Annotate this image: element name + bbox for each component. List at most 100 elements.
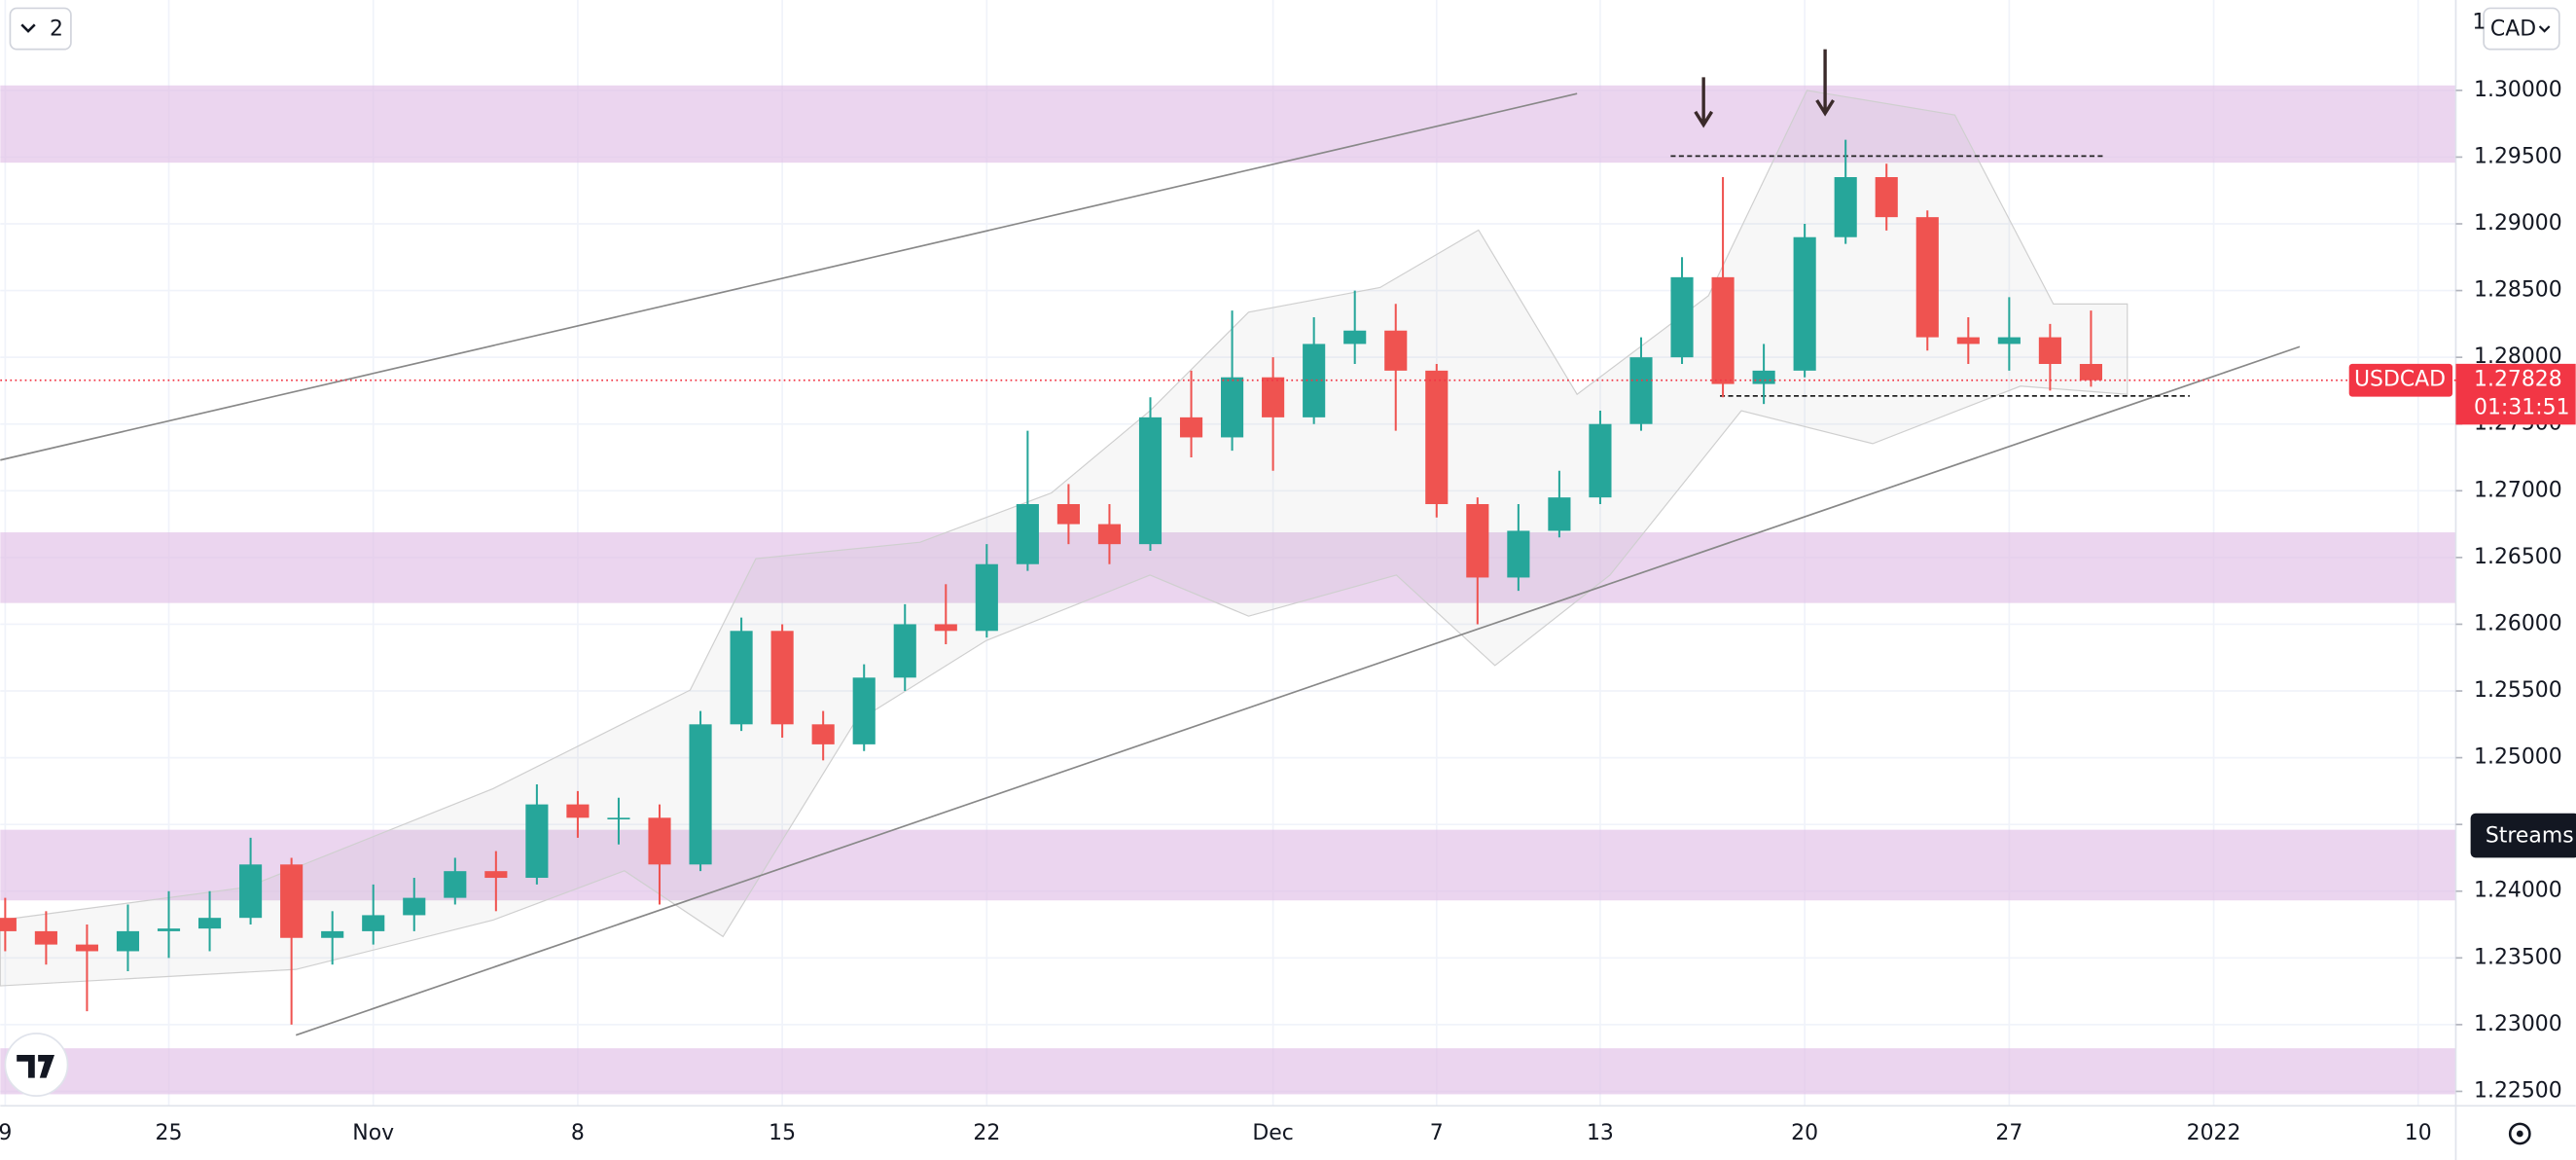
- candle-body: [2079, 364, 2102, 381]
- interval-button[interactable]: [9, 7, 72, 51]
- countdown-label: 01:31:51: [2474, 395, 2570, 419]
- candle-body: [75, 944, 98, 952]
- logo[interactable]: [4, 1033, 69, 1097]
- resistance-zone: [0, 85, 2456, 163]
- axes: 1.225001.230001.235001.240001.245001.250…: [0, 78, 2562, 1145]
- candle-body: [1956, 337, 1980, 344]
- settings-icon-core: [2516, 1130, 2523, 1138]
- candle-body: [1303, 344, 1326, 417]
- trend-line: [0, 92, 1578, 461]
- candle-body: [607, 817, 630, 820]
- x-tick-label: 27: [1995, 1121, 2022, 1145]
- candle-body: [1221, 377, 1244, 438]
- candle-body: [1834, 176, 1857, 237]
- trend-line: [295, 345, 2301, 1036]
- price-label: 1.27828: [2474, 368, 2562, 392]
- x-tick-label: 15: [769, 1121, 796, 1145]
- candle-body: [1548, 497, 1571, 531]
- candle-body: [1425, 370, 1449, 505]
- price-marker: USDCAD 1.27828 01:31:51: [0, 363, 2576, 425]
- candle-body: [934, 624, 957, 632]
- x-tick-label: 2022: [2187, 1121, 2241, 1145]
- candle-body: [1056, 504, 1080, 525]
- y-tick-label: 1.27000: [2474, 478, 2562, 502]
- settings-icon[interactable]: [2508, 1122, 2531, 1145]
- x-tick-label: 22: [973, 1121, 1000, 1145]
- candle-body: [852, 677, 876, 744]
- candle-body: [811, 724, 835, 744]
- drawings: [0, 49, 2301, 1036]
- candle-body: [1507, 530, 1530, 578]
- candle-body: [566, 804, 590, 818]
- y-tick-label: 1.30000: [2474, 78, 2562, 102]
- y-tick-label: 1.26500: [2474, 545, 2562, 569]
- support-zone: [0, 829, 2456, 901]
- x-tick-label: 20: [1791, 1121, 1818, 1145]
- candle-body: [1589, 423, 1612, 498]
- x-tick-label: 25: [156, 1121, 183, 1145]
- x-tick-label: Dec: [1252, 1121, 1293, 1145]
- candle-body: [1752, 370, 1775, 384]
- candle-body: [975, 563, 998, 632]
- candle-body: [197, 918, 222, 929]
- y-tick-label: 1.23500: [2474, 945, 2562, 969]
- candle-body: [1138, 417, 1163, 545]
- x-tick-label: Nov: [352, 1121, 394, 1145]
- bollinger-band: [0, 90, 2129, 987]
- x-tick-label: 8: [571, 1121, 585, 1145]
- candle-body: [689, 724, 712, 865]
- chevron: [2538, 25, 2551, 33]
- arrow: [1694, 77, 1714, 128]
- chevron: [20, 23, 36, 33]
- support-zone: [0, 532, 2456, 603]
- candle-body: [280, 864, 304, 938]
- support-zone: [0, 1048, 2456, 1095]
- candle-body: [0, 918, 17, 931]
- candle-body: [893, 624, 916, 678]
- candle-body: [1875, 176, 1898, 218]
- y-tick-label: 1.26000: [2474, 611, 2562, 635]
- currency-button[interactable]: [2483, 7, 2560, 51]
- candle-body: [1384, 330, 1408, 371]
- candle-body: [1466, 504, 1489, 578]
- candle-body: [157, 928, 181, 931]
- candle-body: [1915, 217, 1939, 338]
- candle-body: [1262, 377, 1285, 417]
- currency-label: CAD: [2490, 17, 2536, 41]
- candle-body: [362, 915, 385, 931]
- candle-body: [403, 897, 426, 916]
- tooltip: [2470, 813, 2576, 858]
- arrow: [1815, 49, 1835, 117]
- candle-body: [116, 930, 140, 952]
- candle-body: [1629, 357, 1653, 424]
- y-tick-label: 1.24000: [2474, 879, 2562, 903]
- x-tick-label: 7: [1430, 1121, 1444, 1145]
- candle-body: [1711, 276, 1735, 384]
- candle-body: [525, 804, 549, 879]
- x-tick-label: 10: [2405, 1121, 2432, 1145]
- candle-body: [770, 631, 794, 725]
- y-tick-label: 1.28500: [2474, 278, 2562, 303]
- candle-body: [1670, 276, 1694, 358]
- y-tick-label: 1.25500: [2474, 678, 2562, 703]
- candle-body: [1016, 504, 1039, 564]
- candle-body: [34, 930, 57, 945]
- symbol-tag: [2348, 363, 2453, 397]
- y-tick-label: 1.22500: [2474, 1078, 2562, 1103]
- candle-body: [321, 930, 344, 938]
- candle-body: [1793, 236, 1816, 371]
- candle-body: [1097, 524, 1122, 545]
- candle-body: [1179, 417, 1203, 438]
- price-tag: [2455, 363, 2576, 425]
- x-tick-label: 9: [0, 1121, 12, 1145]
- tooltip-text: Streams: [2486, 823, 2574, 848]
- y-tick-label: 1.25000: [2474, 745, 2562, 770]
- candle-body: [1997, 337, 2021, 344]
- y-tick-label: 1.29000: [2474, 211, 2562, 236]
- clipped-label: 1: [2472, 11, 2486, 35]
- candle-body: [648, 817, 671, 865]
- x-tick-label: 13: [1587, 1121, 1614, 1145]
- symbol-label: USDCAD: [2354, 368, 2446, 392]
